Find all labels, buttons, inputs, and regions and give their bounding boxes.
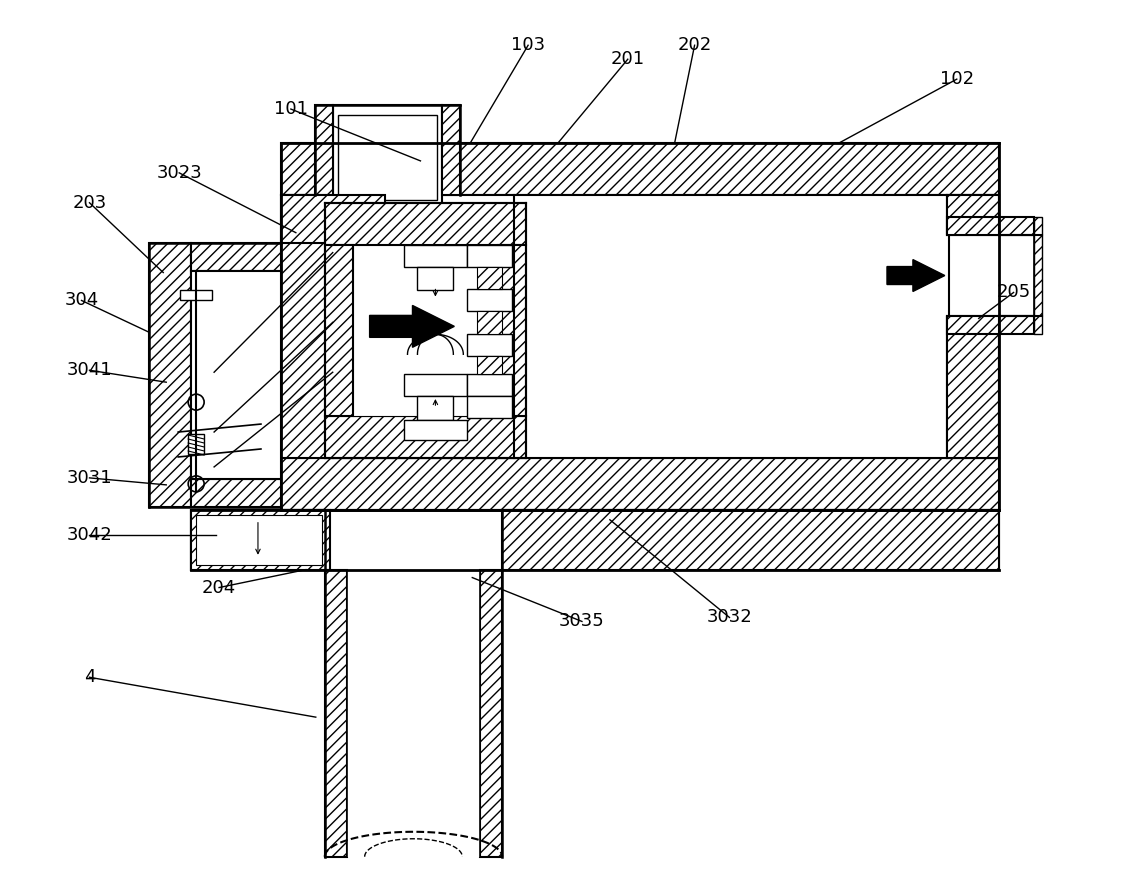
Bar	[467, 244, 513, 267]
Bar	[403, 374, 467, 396]
Bar	[191, 509, 999, 570]
Bar	[467, 396, 513, 418]
Bar	[325, 570, 347, 857]
Text: 202: 202	[677, 36, 711, 54]
Bar	[191, 270, 281, 479]
Text: 203: 203	[72, 194, 106, 212]
Text: 3041: 3041	[67, 361, 112, 380]
Text: 4: 4	[84, 669, 95, 686]
Bar	[945, 235, 999, 316]
Bar	[325, 244, 352, 416]
Bar	[467, 374, 513, 396]
Bar	[478, 267, 502, 290]
Bar	[149, 243, 191, 507]
Bar	[502, 509, 999, 570]
Bar	[443, 105, 461, 195]
Bar	[947, 217, 1033, 235]
Bar	[478, 356, 502, 374]
Bar	[196, 515, 322, 565]
Bar	[352, 244, 498, 416]
Text: 201: 201	[611, 50, 645, 68]
Bar	[467, 334, 513, 356]
Bar	[418, 396, 454, 420]
Bar	[403, 244, 467, 267]
Bar	[191, 479, 281, 507]
Bar	[325, 203, 526, 244]
Text: 3031: 3031	[67, 469, 112, 487]
Bar	[467, 290, 513, 311]
Bar	[333, 105, 443, 204]
Bar	[347, 570, 480, 857]
Bar	[947, 195, 999, 235]
Bar	[281, 143, 999, 195]
Bar	[189, 434, 204, 454]
Bar	[498, 244, 526, 416]
Text: 3042: 3042	[67, 525, 113, 544]
FancyArrow shape	[887, 260, 945, 292]
FancyArrow shape	[369, 306, 454, 348]
Bar	[281, 195, 385, 243]
Bar	[338, 115, 437, 200]
Bar	[403, 420, 467, 440]
Bar	[478, 311, 502, 334]
Bar	[1033, 217, 1042, 334]
Bar	[191, 509, 325, 570]
Text: 205: 205	[997, 284, 1031, 301]
Bar	[325, 416, 526, 458]
Bar	[333, 195, 947, 458]
Text: 101: 101	[274, 100, 308, 118]
Text: 102: 102	[939, 70, 974, 88]
Bar	[315, 105, 333, 195]
Text: 3023: 3023	[156, 164, 202, 182]
Bar	[948, 235, 1035, 316]
Bar	[418, 267, 454, 291]
Bar	[281, 195, 333, 458]
Bar	[181, 291, 212, 300]
Text: 304: 304	[64, 292, 98, 309]
Bar	[333, 143, 443, 195]
Text: 103: 103	[511, 36, 545, 54]
Bar	[191, 509, 330, 570]
Bar	[281, 458, 999, 509]
Bar	[325, 509, 502, 570]
Bar	[191, 243, 281, 270]
Bar	[947, 195, 999, 458]
Bar	[947, 316, 999, 458]
Text: 3032: 3032	[707, 608, 752, 627]
Text: 3035: 3035	[559, 613, 605, 630]
Bar	[947, 316, 1033, 334]
Bar	[480, 570, 502, 857]
Text: 204: 204	[202, 579, 236, 597]
